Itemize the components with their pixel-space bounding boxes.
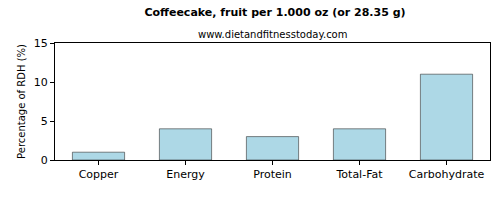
svg-text:www.dietandfitnesstoday.com: www.dietandfitnesstoday.com (198, 29, 347, 40)
svg-text:Protein: Protein (253, 168, 292, 181)
svg-text:Total-Fat: Total-Fat (335, 168, 383, 181)
svg-text:5: 5 (41, 115, 48, 128)
svg-text:Percentage of RDH (%): Percentage of RDH (%) (16, 44, 27, 159)
svg-text:15: 15 (34, 37, 48, 50)
svg-text:0: 0 (41, 154, 48, 167)
svg-text:Energy: Energy (166, 168, 205, 181)
svg-text:Carbohydrate: Carbohydrate (409, 168, 485, 181)
svg-text:Copper: Copper (79, 168, 119, 181)
svg-text:10: 10 (34, 76, 48, 89)
svg-text:Coffeecake, fruit per 1.000 oz: Coffeecake, fruit per 1.000 oz (or 28.35… (144, 6, 405, 19)
